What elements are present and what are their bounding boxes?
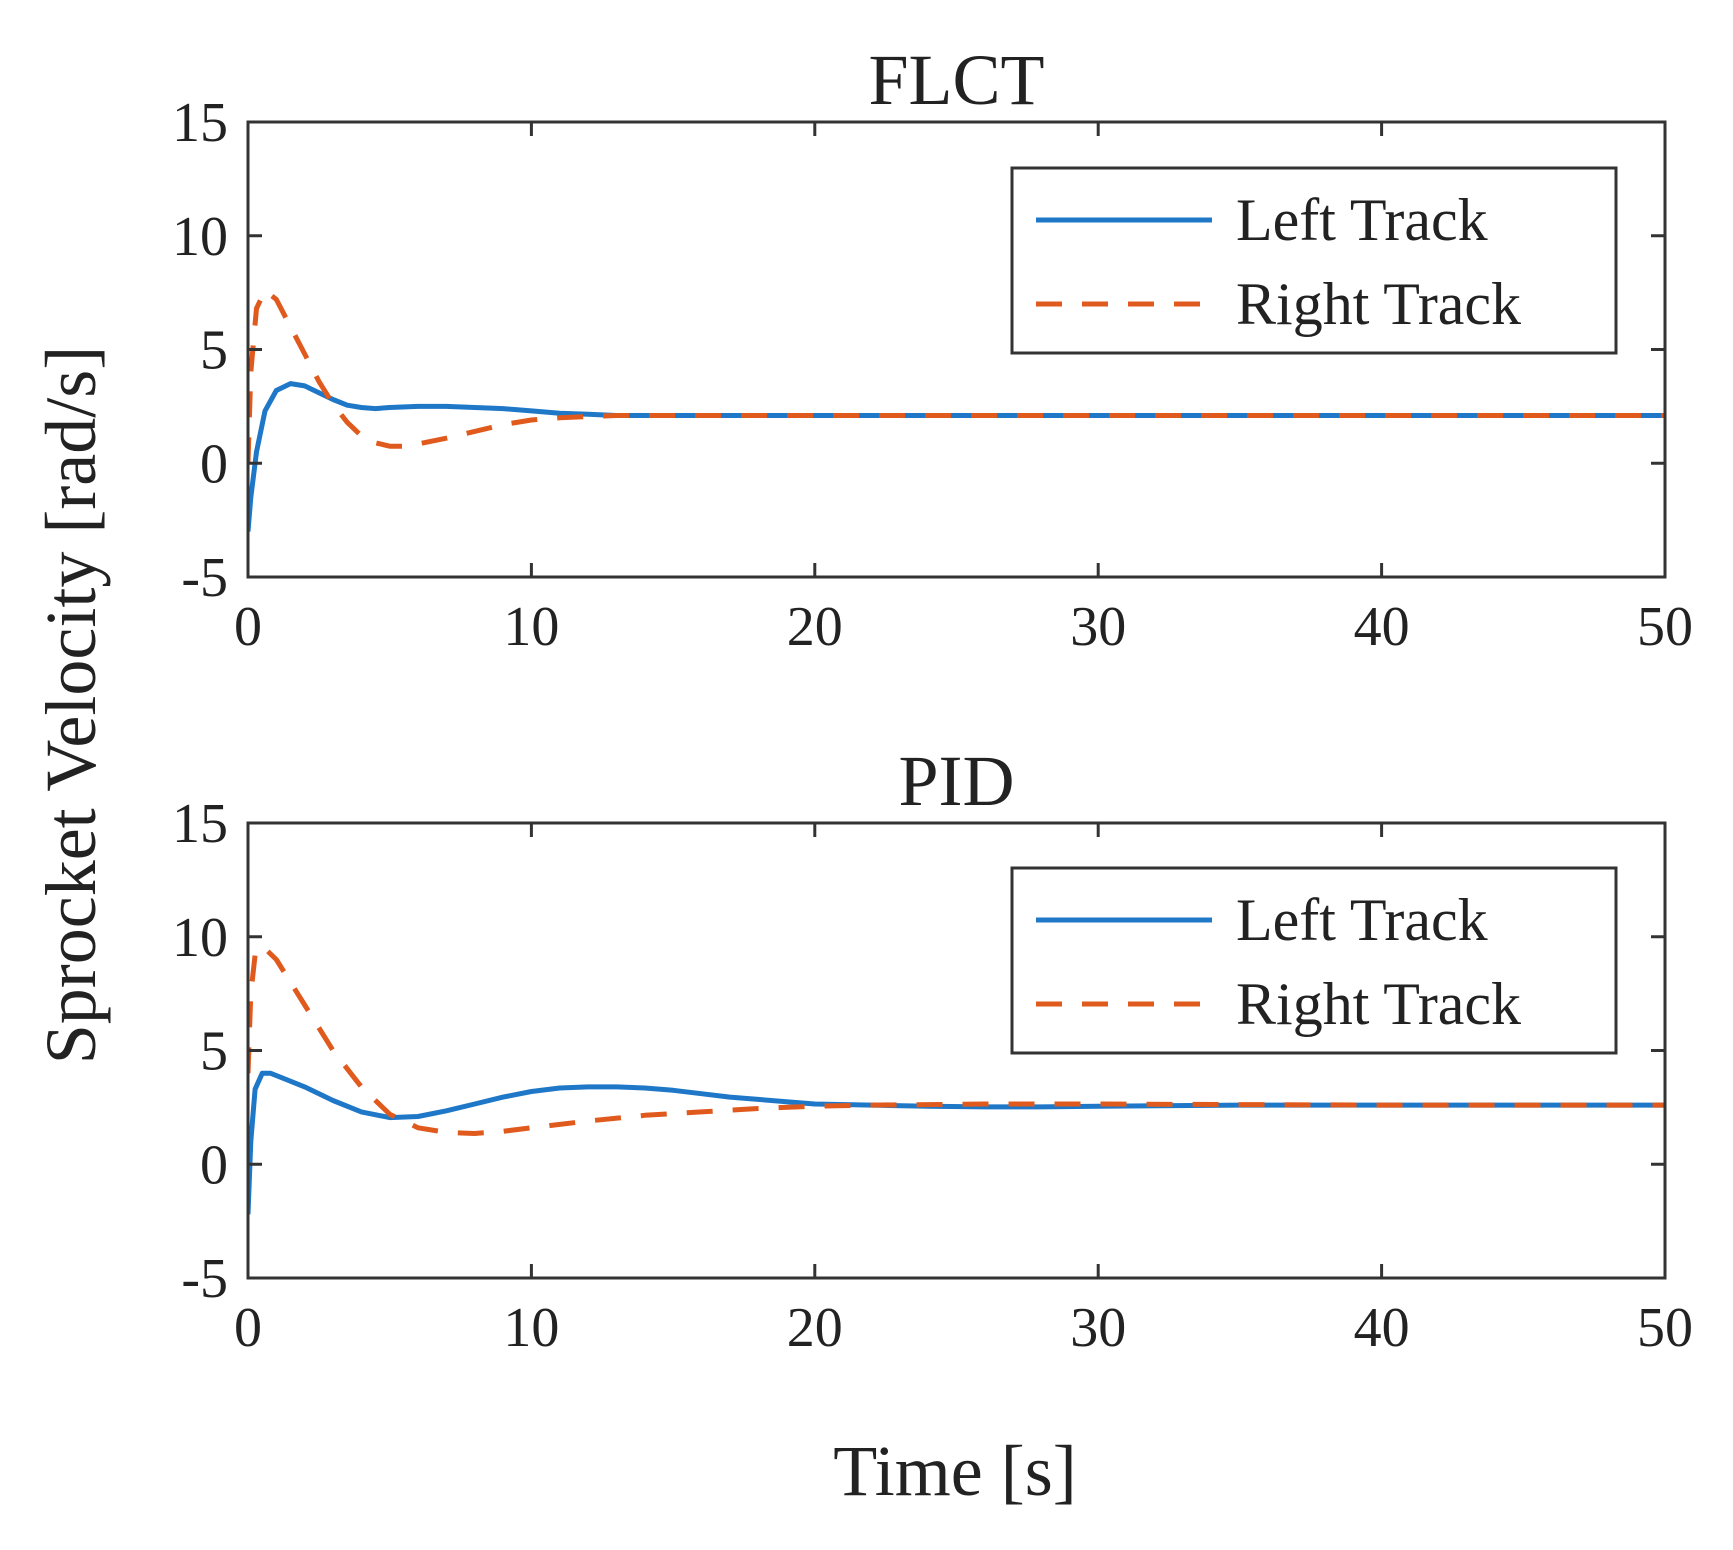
- y-tick-label: 15: [172, 92, 228, 154]
- chart-title: FLCT: [868, 40, 1044, 120]
- series-line-right-track: [248, 287, 1665, 464]
- y-tick-label: 15: [172, 793, 228, 855]
- chart-title: PID: [898, 741, 1014, 821]
- y-tick-label: 5: [200, 1021, 228, 1083]
- legend-box: [1010, 866, 1618, 1055]
- x-tick-label: 40: [1354, 1297, 1410, 1359]
- y-tick-label: 0: [200, 433, 228, 495]
- x-tick-label: 30: [1070, 1297, 1126, 1359]
- y-axis-label: Sprocket Velocity [rad/s]: [31, 346, 111, 1065]
- y-tick-label: 0: [200, 1134, 228, 1196]
- x-tick-label: 40: [1354, 596, 1410, 658]
- x-tick-label: 20: [787, 596, 843, 658]
- x-tick-label: 0: [234, 1297, 262, 1359]
- series-line-right-track: [248, 943, 1665, 1136]
- y-tick-label: -5: [181, 547, 228, 609]
- x-tick-label: 10: [503, 596, 559, 658]
- y-tick-label: 10: [172, 907, 228, 969]
- y-tick-label: 5: [200, 320, 228, 382]
- legend-label: Right Track: [1236, 271, 1521, 337]
- x-tick-label: 0: [234, 596, 262, 658]
- x-tick-label: 20: [787, 1297, 843, 1359]
- x-tick-label: 50: [1637, 596, 1693, 658]
- x-axis-label: Time [s]: [833, 1431, 1076, 1511]
- legend-label: Left Track: [1236, 887, 1488, 953]
- x-tick-label: 10: [503, 1297, 559, 1359]
- y-tick-label: -5: [181, 1248, 228, 1310]
- legend-label: Right Track: [1236, 971, 1521, 1037]
- y-tick-label: 10: [172, 206, 228, 268]
- legend-label: Left Track: [1236, 187, 1488, 253]
- x-tick-label: 30: [1070, 596, 1126, 658]
- x-tick-label: 50: [1637, 1297, 1693, 1359]
- legend-box: [1010, 166, 1618, 355]
